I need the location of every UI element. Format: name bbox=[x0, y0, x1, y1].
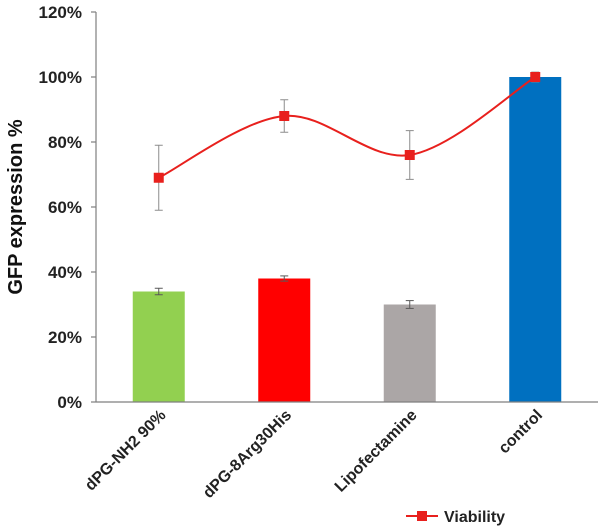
bar-series bbox=[132, 77, 562, 402]
viability-marker bbox=[153, 172, 164, 183]
bar bbox=[258, 278, 311, 402]
legend: Viability bbox=[406, 509, 505, 526]
x-axis-labels: dPG-NH2 90% dPG-8Arg30His Lipofectamine con… bbox=[82, 407, 546, 502]
viability-line bbox=[158, 76, 536, 179]
bar bbox=[509, 77, 562, 402]
y-tick-label: 120% bbox=[39, 3, 82, 22]
viability-marker bbox=[404, 150, 415, 160]
y-tick-label: 40% bbox=[48, 263, 82, 282]
legend-viability-marker bbox=[417, 511, 427, 521]
y-axis-title: GFP expression % bbox=[5, 119, 27, 294]
x-category-label: dPG-8Arg30His bbox=[200, 407, 295, 502]
viability-marker bbox=[530, 72, 541, 82]
y-tick-label: 60% bbox=[48, 198, 82, 217]
y-tick-label: 80% bbox=[48, 133, 82, 152]
y-tick-label: 100% bbox=[39, 68, 82, 87]
bar bbox=[132, 291, 185, 402]
x-category-label: dPG-NH2 90% bbox=[82, 407, 169, 494]
x-category-label: Lipofectamine bbox=[332, 407, 421, 496]
viability-error-bars bbox=[154, 71, 540, 211]
viability-markers bbox=[153, 72, 541, 183]
viability-marker bbox=[279, 111, 290, 121]
y-tick-label: 0% bbox=[57, 393, 82, 412]
bar bbox=[383, 304, 436, 402]
y-tick-label: 20% bbox=[48, 328, 82, 347]
bar-error-bars bbox=[154, 275, 414, 309]
legend-viability-label: Viability bbox=[444, 509, 505, 526]
y-axis-ticks: 0% 20% 40% 60% 80% 100% 120% bbox=[39, 3, 96, 412]
x-category-label: control bbox=[496, 407, 546, 457]
